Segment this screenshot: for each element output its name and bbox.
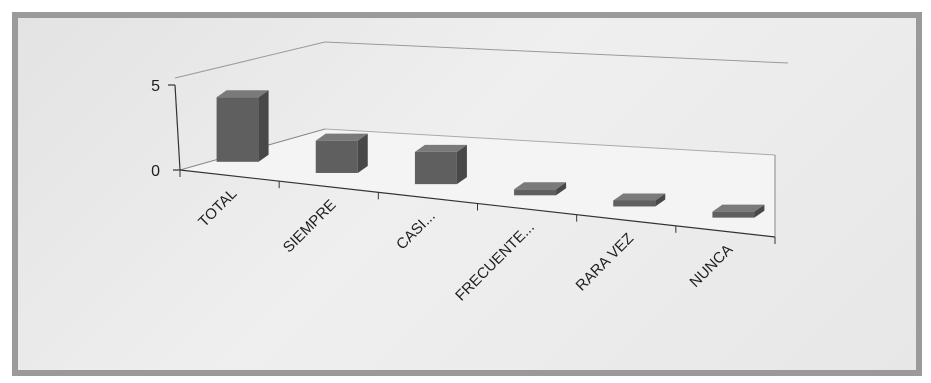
bar-top-face [315, 133, 368, 141]
bar-front-face [514, 189, 557, 196]
bar-side-face [258, 90, 269, 162]
bar-rara-vez [613, 193, 666, 207]
y-axis [168, 84, 181, 171]
chart-floor [179, 128, 776, 238]
bar-front-face [414, 151, 457, 185]
bar-front-face [315, 140, 358, 173]
bar-total [216, 90, 269, 162]
bar-side-face [754, 204, 765, 218]
y-tick-label-5: 5 [151, 78, 160, 95]
y-axis-line [174, 84, 181, 171]
category-label-total: TOTAL [195, 185, 240, 230]
bar-side-face [357, 133, 368, 173]
bar-top-face [216, 90, 269, 98]
bar-side-face [456, 144, 467, 185]
bar-top-face [712, 204, 765, 212]
floor-back-edge [324, 128, 776, 156]
back-wall-left-edge [174, 41, 326, 79]
bar-top-face [514, 182, 567, 190]
y-tick-labels: 5 0 [151, 78, 160, 180]
bar-front-face [613, 200, 656, 207]
bar-front-face [216, 97, 259, 162]
bar-casi [414, 144, 467, 185]
bar-top-face [613, 193, 666, 201]
bar-nunca [712, 204, 765, 218]
category-label-rara-vez: RARA VEZ [573, 230, 637, 294]
category-label-casi: CASI... [393, 208, 439, 254]
x-tick-marks [179, 170, 776, 244]
bar-siempre [315, 133, 368, 173]
bar-front-face [712, 211, 755, 218]
category-label-siempre: SIEMPRE [280, 196, 340, 256]
back-wall-top-edge [324, 41, 789, 64]
bar-side-face [655, 193, 666, 207]
y-tick-label-0: 0 [151, 163, 160, 180]
category-label-nunca: NUNCA [687, 241, 737, 291]
bar-frecuente [514, 182, 567, 196]
category-label-frecuente: FRECUENTE... [452, 219, 538, 305]
bar-side-face [556, 182, 567, 196]
chart-back-wall [174, 41, 789, 79]
bar-top-face [414, 144, 467, 152]
bars [216, 90, 765, 218]
